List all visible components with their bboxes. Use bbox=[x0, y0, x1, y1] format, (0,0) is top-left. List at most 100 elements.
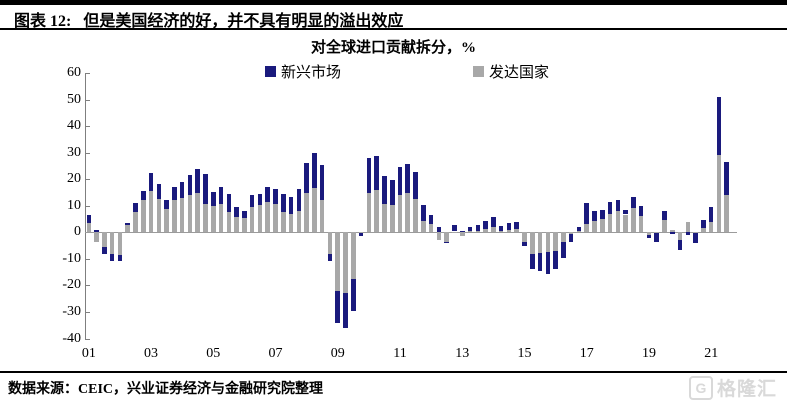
top-black-bar bbox=[0, 0, 787, 5]
bar-segment-emerging bbox=[366, 158, 372, 193]
chart-title: 对全球进口贡献拆分，% bbox=[310, 40, 476, 56]
bar-segment-emerging bbox=[708, 207, 714, 223]
y-axis-label: 0 bbox=[74, 224, 81, 240]
x-axis-label: 21 bbox=[704, 346, 719, 361]
data-source-note: 数据来源：CEIC，兴业证券经济与金融研究院整理 bbox=[8, 382, 324, 397]
bar-segment-emerging bbox=[397, 166, 403, 196]
legend-item-emerging-markets: 新兴市场 bbox=[265, 63, 342, 81]
bar-segment-developed bbox=[281, 212, 286, 233]
bar-segment-emerging bbox=[109, 254, 115, 262]
bar-segment-emerging bbox=[140, 191, 146, 201]
bar-segment-emerging bbox=[677, 240, 683, 250]
bar-segment-emerging bbox=[654, 233, 660, 243]
bar-segment-emerging bbox=[281, 193, 286, 213]
y-axis-label: 60 bbox=[67, 65, 81, 80]
bar-segment-developed bbox=[86, 223, 92, 233]
bar-segment-emerging bbox=[335, 290, 341, 323]
x-axis-label: 13 bbox=[455, 346, 470, 361]
bar-segment-emerging bbox=[693, 232, 698, 243]
y-axis-tick bbox=[85, 338, 90, 340]
x-axis-label: 17 bbox=[579, 346, 594, 361]
bar-segment-developed bbox=[335, 232, 341, 291]
bar-segment-developed bbox=[623, 214, 628, 233]
bar-segment-developed bbox=[421, 220, 426, 233]
y-axis-tick bbox=[85, 126, 90, 128]
bar-segment-developed bbox=[631, 208, 636, 233]
bar-segment-emerging bbox=[319, 165, 325, 201]
bar-segment-developed bbox=[172, 200, 177, 233]
bar-segment-emerging bbox=[242, 211, 247, 218]
legend-label-emerging: 新兴市场 bbox=[281, 64, 342, 81]
bar-segment-developed bbox=[452, 231, 457, 233]
bar-segment-emerging bbox=[218, 187, 224, 204]
bar-segment-developed bbox=[179, 197, 185, 233]
bar-segment-emerging bbox=[358, 233, 364, 236]
bar-segment-emerging bbox=[459, 230, 465, 233]
bar-segment-developed bbox=[576, 230, 582, 233]
bar-segment-developed bbox=[724, 195, 730, 233]
bar-segment-emerging bbox=[374, 156, 379, 191]
footer-rule bbox=[0, 371, 787, 373]
header-rule bbox=[0, 28, 787, 30]
bar-segment-emerging bbox=[164, 200, 169, 210]
bar-segment-developed bbox=[553, 232, 558, 252]
y-axis-tick bbox=[85, 311, 90, 313]
bar-segment-developed bbox=[218, 203, 224, 233]
bar-segment-developed bbox=[615, 210, 621, 233]
bar-segment-developed bbox=[599, 218, 605, 233]
bar-segment-developed bbox=[358, 232, 364, 234]
bar-segment-developed bbox=[125, 225, 130, 233]
bar-segment-developed bbox=[102, 232, 107, 247]
bar-segment-developed bbox=[288, 213, 294, 233]
legend-item-developed-countries: 发达国家 bbox=[473, 63, 549, 81]
x-axis-label: 11 bbox=[393, 346, 407, 361]
bar-segment-emerging bbox=[296, 188, 302, 211]
bar-segment-developed bbox=[498, 231, 504, 233]
bar-segment-emerging bbox=[670, 232, 675, 234]
bar-segment-developed bbox=[109, 232, 115, 255]
bar-segment-developed bbox=[638, 216, 644, 233]
bar-segment-developed bbox=[522, 232, 527, 243]
y-axis-tick bbox=[85, 152, 90, 154]
figure-header: 图表 12: 但是美国经济的好，并不具有明显的溢出效应 bbox=[14, 7, 774, 31]
bar-segment-developed bbox=[467, 230, 473, 233]
bar-segment-developed bbox=[483, 229, 488, 233]
bar-segment-developed bbox=[436, 232, 442, 241]
bar-segment-emerging bbox=[156, 183, 162, 199]
bar-segment-emerging bbox=[273, 188, 278, 204]
bar-segment-emerging bbox=[195, 168, 200, 193]
bar-segment-emerging bbox=[327, 254, 333, 262]
bar-segment-developed bbox=[708, 222, 714, 233]
y-axis-label: 50 bbox=[67, 91, 81, 107]
legend-swatch-emerging-icon bbox=[265, 65, 276, 77]
plot-area: 60 50 40 30 20 10 0 -10 -20 -30 -40 01 03 05 07 09 11 13 1… bbox=[62, 66, 737, 361]
bar-segment-developed bbox=[529, 232, 535, 255]
bar-segment-developed bbox=[366, 193, 372, 233]
y-axis-label: -20 bbox=[62, 277, 81, 293]
x-axis-label: 19 bbox=[641, 346, 656, 361]
figure-number-label: 图表 12: bbox=[14, 13, 72, 30]
bar-segment-developed bbox=[374, 190, 379, 233]
bar-segment-developed bbox=[561, 232, 566, 243]
bar-segment-emerging bbox=[701, 219, 706, 228]
bar-segment-emerging bbox=[498, 226, 504, 232]
zero-baseline bbox=[85, 232, 737, 234]
bar-segment-emerging bbox=[405, 163, 411, 193]
bar-segment-emerging bbox=[607, 202, 613, 214]
bar-segment-emerging bbox=[592, 210, 597, 221]
bar-segment-emerging bbox=[685, 232, 691, 235]
gelonghui-logo-text: 格隆汇 bbox=[716, 379, 777, 400]
bar-segment-developed bbox=[444, 232, 449, 242]
y-axis-tick bbox=[85, 99, 90, 101]
bar-segment-emerging bbox=[716, 96, 722, 156]
x-axis-label: 07 bbox=[268, 346, 283, 361]
bar-segment-developed bbox=[265, 202, 271, 233]
bar-segment-emerging bbox=[117, 254, 123, 261]
bar-segment-emerging bbox=[304, 163, 309, 194]
bar-segment-developed bbox=[397, 195, 403, 233]
bar-segment-developed bbox=[568, 232, 574, 234]
bar-segment-developed bbox=[304, 193, 309, 233]
y-axis-tick bbox=[85, 73, 90, 74]
bar-segment-developed bbox=[491, 227, 496, 233]
y-axis-label: 20 bbox=[67, 171, 81, 187]
